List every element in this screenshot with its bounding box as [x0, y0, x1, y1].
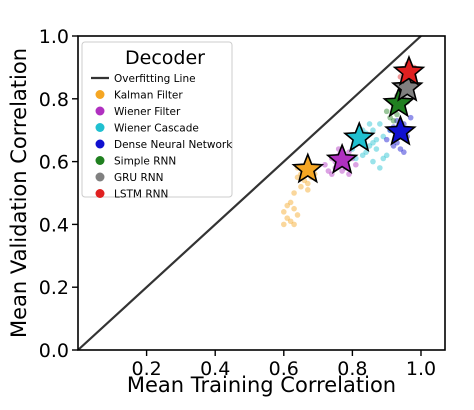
- scatter-point-0-2: [287, 199, 294, 206]
- scatter-point-2-4: [359, 152, 366, 159]
- scatter-point-2-6: [373, 136, 380, 143]
- legend-label-0: Kalman Filter: [114, 90, 183, 102]
- mean-stars: [291, 54, 426, 184]
- y-tick-label-1: 0.2: [39, 277, 69, 299]
- legend-box: [81, 41, 233, 198]
- scatter-point-3-7: [407, 114, 414, 121]
- scatter-point-0-1: [284, 202, 291, 209]
- mean-star-2: [342, 120, 376, 152]
- x-tick-label-1: 0.4: [200, 358, 230, 380]
- scatter-point-4-7: [394, 111, 400, 118]
- scatter-point-2-19: [370, 139, 376, 146]
- scatter-point-2-10: [370, 158, 376, 165]
- mean-star-0: [291, 152, 325, 184]
- mean-star-4: [382, 86, 416, 118]
- scatter-point-2-8: [377, 121, 383, 127]
- scatter-point-3-8: [401, 149, 407, 155]
- scatter-point-4-5: [387, 114, 393, 121]
- scatter-point-1-12: [353, 161, 359, 168]
- x-tick-label-3: 0.8: [337, 358, 367, 380]
- y-tick-label-2: 0.4: [39, 214, 69, 236]
- legend-marker-5: [95, 172, 105, 182]
- scatter-point-2-14: [373, 146, 380, 152]
- scatter-point-2-3: [370, 127, 376, 133]
- legend: Decoder Overfitting Line Kalman Filter Wi…: [81, 41, 233, 201]
- scatter-point-0-8: [280, 221, 287, 228]
- legend-label-3: Dense Neural Network: [114, 139, 233, 151]
- legend-marker-6: [95, 189, 105, 198]
- scatter-point-0-16: [291, 190, 297, 196]
- plot-frame: [77, 35, 446, 351]
- legend-label-1: Wiener Filter: [114, 106, 181, 118]
- mean-star-6: [392, 54, 426, 87]
- scatter-point-0-6: [294, 212, 301, 218]
- y-tick-label-4: 0.8: [39, 89, 69, 111]
- mean-star-1: [325, 142, 359, 174]
- y-tick-label-0: 0.0: [39, 340, 69, 362]
- scatter-point-4-0: [383, 108, 390, 115]
- scatter-point-0-7: [291, 221, 297, 228]
- scatter-point-2-16: [366, 121, 373, 127]
- scatter-point-3-5: [397, 146, 404, 152]
- legend-title: Decoder: [125, 47, 205, 69]
- legend-marker-3: [95, 139, 105, 149]
- scatter-point-0-17: [305, 187, 311, 193]
- legend-overfitting-line-label: Overfitting Line: [114, 73, 196, 85]
- scatter-point-2-12: [383, 152, 390, 159]
- x-tick-label-4: 1.0: [406, 358, 436, 380]
- y-tick-label-5: 1.0: [39, 26, 69, 48]
- legend-marker-4: [95, 156, 105, 165]
- x-tick-label-0: 0.2: [131, 358, 161, 380]
- scatter-point-2-13: [377, 165, 383, 171]
- scatter-point-0-0: [280, 209, 287, 215]
- x-tick-label-2: 0.6: [269, 358, 299, 380]
- mean-star-3: [384, 114, 417, 146]
- y-axis-label: Mean Validation Correlation: [7, 48, 31, 338]
- scatter-point-1-3: [325, 168, 332, 174]
- scatter-point-0-13: [298, 183, 304, 190]
- scatter-point-0-4: [291, 205, 297, 212]
- scatter-point-1-6: [339, 168, 345, 174]
- scatter-point-2-18: [380, 155, 387, 162]
- y-tick-label-3: 0.6: [39, 152, 69, 174]
- legend-marker-2: [95, 123, 105, 132]
- legend-marker-1: [95, 106, 105, 116]
- x-axis-label: Mean Training Correlation: [127, 373, 396, 397]
- overfitting-line: [77, 35, 422, 351]
- legend-marker-0: [95, 90, 105, 99]
- scatter-point-2-11: [380, 133, 387, 140]
- legend-label-2: Wiener Cascade: [114, 123, 199, 135]
- legend-label-4: Simple RNN: [114, 156, 176, 168]
- scatter-point-0-5: [287, 218, 294, 225]
- scatter-point-4-9: [390, 117, 397, 124]
- legend-label-5: GRU RNN: [114, 172, 163, 184]
- scatter-point-3-0: [383, 136, 390, 143]
- axis-ticks: 0.2 0.4 0.6 0.8 1.0 0.0 0.2 0.4 0.6 0.8 1.0: [39, 26, 436, 380]
- scatter-point-0-3: [284, 215, 291, 221]
- scatter-point-0-12: [305, 180, 311, 187]
- legend-entries: Kalman Filter Wiener Filter Wiener Cascade…: [95, 90, 233, 201]
- scatter-point-1-0: [322, 161, 328, 168]
- legend-label-6: LSTM RNN: [114, 189, 168, 201]
